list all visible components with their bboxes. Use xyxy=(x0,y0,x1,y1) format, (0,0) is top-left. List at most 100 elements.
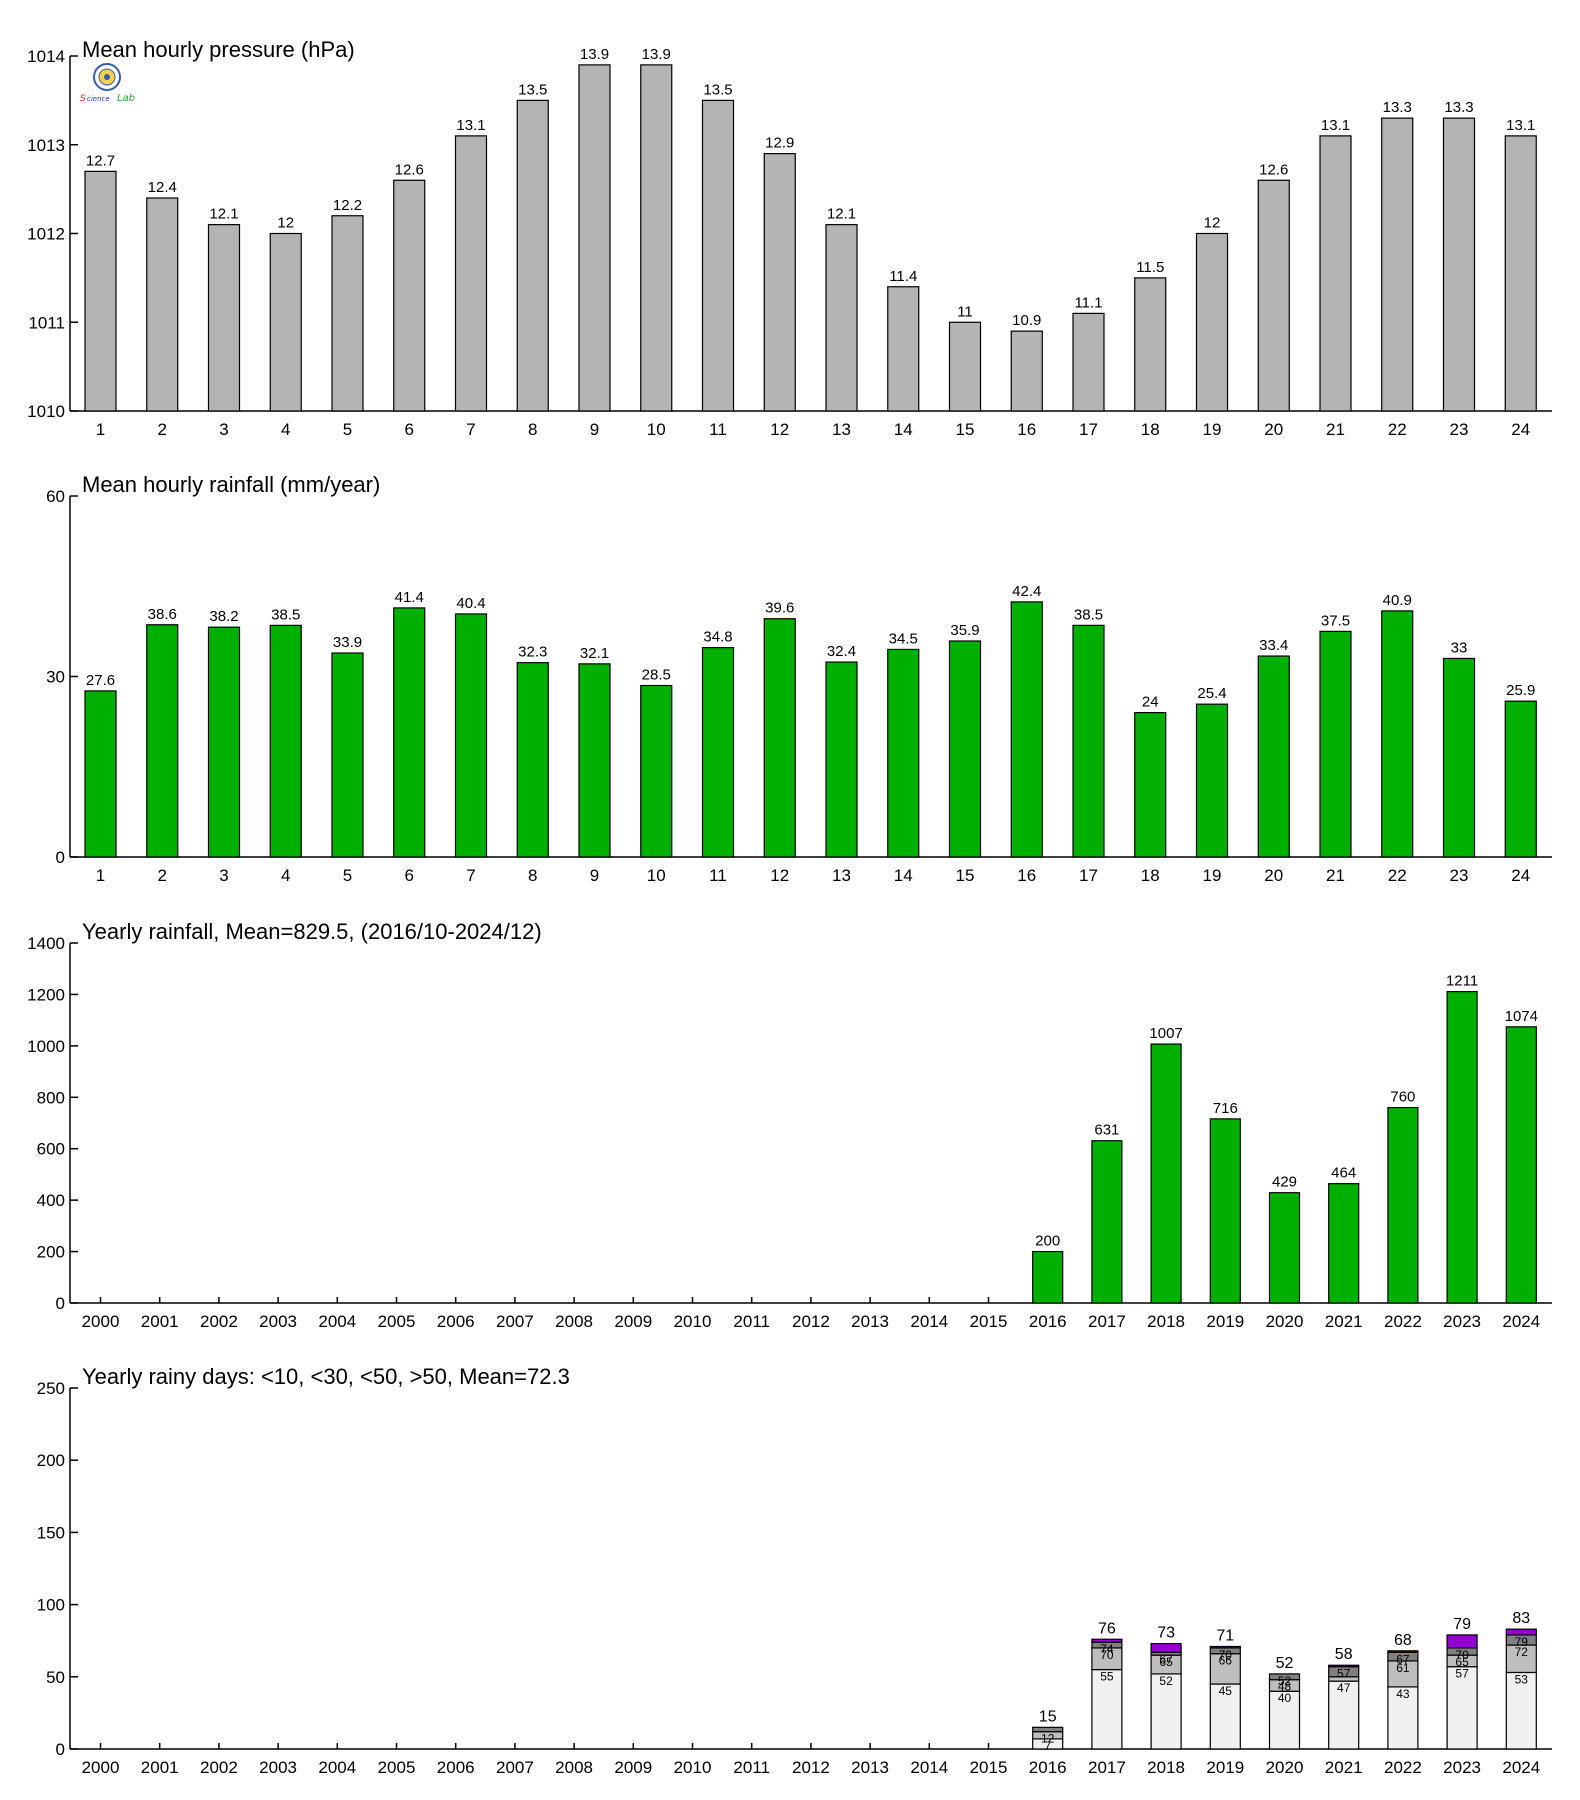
x-tick-label: 14 xyxy=(894,866,913,885)
segment-lt50-label: 74 xyxy=(1100,1642,1114,1656)
bar xyxy=(887,648,920,858)
x-tick-label: 2006 xyxy=(437,1312,475,1331)
x-tick-label: 18 xyxy=(1141,420,1160,439)
total-label: 15 xyxy=(1039,1708,1057,1725)
y-tick-label: 250 xyxy=(37,1379,65,1398)
segment-lt50-label: 79 xyxy=(1515,1635,1529,1649)
bar xyxy=(1446,990,1478,1304)
yearly-rainy-days-chart: Yearly rainy days: <10, <30, <50, >50, M… xyxy=(37,1364,1552,1777)
x-tick-label: 16 xyxy=(1017,420,1036,439)
bar xyxy=(1268,1192,1301,1304)
bar xyxy=(1328,1183,1360,1304)
data-label: 13.3 xyxy=(1383,99,1412,116)
bar xyxy=(84,170,117,412)
y-tick-label: 1011 xyxy=(28,313,65,332)
y-tick-label: 0 xyxy=(56,848,65,867)
x-tick-label: 23 xyxy=(1450,866,1469,885)
data-label: 631 xyxy=(1094,1122,1119,1139)
y-tick-label: 1000 xyxy=(27,1037,65,1056)
x-tick-label: 8 xyxy=(528,420,537,439)
svg-text:cience: cience xyxy=(87,95,110,103)
x-tick-label: 2002 xyxy=(200,1758,238,1777)
bar xyxy=(1010,330,1043,412)
x-tick-label: 24 xyxy=(1511,420,1530,439)
data-label: 33.9 xyxy=(333,634,362,651)
data-label: 38.5 xyxy=(271,606,300,623)
segment-lt10 xyxy=(1268,1690,1301,1750)
bar xyxy=(331,652,364,858)
bar xyxy=(1195,232,1229,412)
x-tick-label: 2020 xyxy=(1266,1312,1304,1331)
y-tick-label: 600 xyxy=(37,1140,65,1159)
bar xyxy=(1010,601,1043,858)
x-tick-label: 2016 xyxy=(1029,1312,1067,1331)
data-label: 34.5 xyxy=(889,630,918,647)
x-tick-label: 15 xyxy=(956,866,975,885)
x-tick-label: 2008 xyxy=(555,1312,593,1331)
x-tick-label: 2001 xyxy=(141,1312,179,1331)
data-label: 12.9 xyxy=(765,135,794,152)
data-label: 13.5 xyxy=(703,81,732,98)
total-label: 52 xyxy=(1276,1655,1294,1672)
bar xyxy=(207,626,241,858)
data-label: 10.9 xyxy=(1012,312,1041,329)
x-tick-label: 2002 xyxy=(200,1312,238,1331)
data-label: 13.9 xyxy=(580,46,609,63)
data-label: 464 xyxy=(1331,1165,1356,1182)
total-label: 76 xyxy=(1098,1620,1116,1637)
data-label: 760 xyxy=(1390,1089,1415,1106)
x-tick-label: 2024 xyxy=(1502,1758,1540,1777)
segment-lt50-label: 67 xyxy=(1396,1652,1410,1666)
x-tick-label: 9 xyxy=(590,866,599,885)
bar xyxy=(516,99,549,412)
data-label: 716 xyxy=(1213,1100,1238,1117)
segment-gt50 xyxy=(1446,1634,1478,1649)
y-tick-label: 1013 xyxy=(27,136,65,155)
x-tick-label: 2007 xyxy=(496,1758,534,1777)
segment-lt10-label: 55 xyxy=(1100,1670,1114,1684)
total-label: 73 xyxy=(1157,1625,1175,1642)
x-tick-label: 20 xyxy=(1264,866,1283,885)
x-tick-label: 2011 xyxy=(733,1758,770,1777)
bar xyxy=(825,661,858,858)
segment-lt10-label: 7 xyxy=(1044,1739,1051,1753)
x-tick-label: 2013 xyxy=(851,1312,889,1331)
data-label: 11 xyxy=(957,303,973,320)
x-tick-label: 2010 xyxy=(674,1312,712,1331)
y-tick-label: 800 xyxy=(37,1088,65,1107)
x-tick-label: 20 xyxy=(1264,420,1283,439)
x-tick-label: 21 xyxy=(1326,866,1345,885)
y-tick-label: 200 xyxy=(37,1451,65,1470)
y-tick-label: 1012 xyxy=(27,225,65,244)
data-label: 32.1 xyxy=(580,645,609,662)
data-label: 12.1 xyxy=(827,206,856,223)
data-label: 35.9 xyxy=(950,622,979,639)
x-tick-label: 2022 xyxy=(1384,1312,1422,1331)
segment-lt10 xyxy=(1387,1686,1419,1750)
data-label: 12 xyxy=(1204,215,1221,232)
data-label: 25.9 xyxy=(1506,682,1535,699)
x-tick-label: 4 xyxy=(281,866,290,885)
x-tick-label: 3 xyxy=(219,866,228,885)
data-label: 12.7 xyxy=(86,152,115,169)
x-tick-label: 2024 xyxy=(1502,1312,1540,1331)
x-tick-label: 2005 xyxy=(378,1312,416,1331)
segment-gt50 xyxy=(1328,1664,1360,1668)
hourly-rainfall-chart-title: Mean hourly rainfall (mm/year) xyxy=(82,472,380,497)
total-label: 71 xyxy=(1216,1627,1234,1644)
segment-lt30 xyxy=(1209,1653,1241,1685)
x-tick-label: 13 xyxy=(832,420,851,439)
x-tick-label: 2017 xyxy=(1088,1758,1126,1777)
x-tick-label: 16 xyxy=(1017,866,1036,885)
bar xyxy=(1442,117,1476,412)
x-tick-label: 19 xyxy=(1203,866,1222,885)
bar xyxy=(1442,657,1476,858)
bar xyxy=(516,662,549,858)
bar xyxy=(640,64,673,412)
bar xyxy=(146,197,179,412)
data-label: 38.5 xyxy=(1074,606,1103,623)
data-label: 33 xyxy=(1451,639,1468,656)
lab-logo: S cience Lab xyxy=(80,63,135,104)
data-label: 13.1 xyxy=(1321,117,1350,134)
